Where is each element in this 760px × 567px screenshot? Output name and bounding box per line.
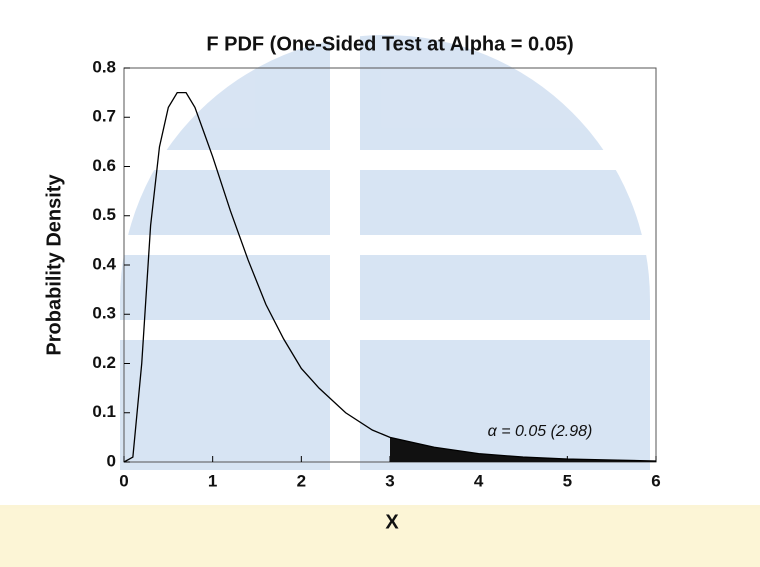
annotation: α = 0.05 (2.98) xyxy=(488,423,593,440)
watermark-band xyxy=(0,505,760,567)
y-tick-label: 0.2 xyxy=(92,353,116,372)
watermark-gap xyxy=(120,150,650,170)
y-tick-label: 0.1 xyxy=(92,402,116,421)
chart-title: F PDF (One-Sided Test at Alpha = 0.05) xyxy=(206,33,573,55)
y-tick-label: 0 xyxy=(107,451,116,470)
x-tick-label: 4 xyxy=(474,471,484,490)
y-tick-label: 0.4 xyxy=(92,254,116,273)
x-axis-label: X xyxy=(385,511,399,533)
chart: F PDF (One-Sided Test at Alpha = 0.05) X… xyxy=(0,0,760,567)
watermark-gap xyxy=(120,235,650,255)
watermark-gap xyxy=(120,320,650,340)
x-tick-label: 2 xyxy=(297,471,306,490)
y-tick-label: 0.7 xyxy=(92,107,116,126)
y-tick-label: 0.5 xyxy=(92,205,116,224)
x-tick-label: 5 xyxy=(563,471,572,490)
y-tick-label: 0.8 xyxy=(92,57,116,76)
y-tick-label: 0.3 xyxy=(92,304,116,323)
x-tick-label: 3 xyxy=(385,471,394,490)
x-tick-label: 0 xyxy=(119,471,128,490)
y-tick-label: 0.6 xyxy=(92,156,116,175)
y-axis-label: Probability Density xyxy=(43,174,65,356)
x-tick-label: 6 xyxy=(651,471,660,490)
x-tick-label: 1 xyxy=(208,471,217,490)
watermark xyxy=(0,10,760,567)
